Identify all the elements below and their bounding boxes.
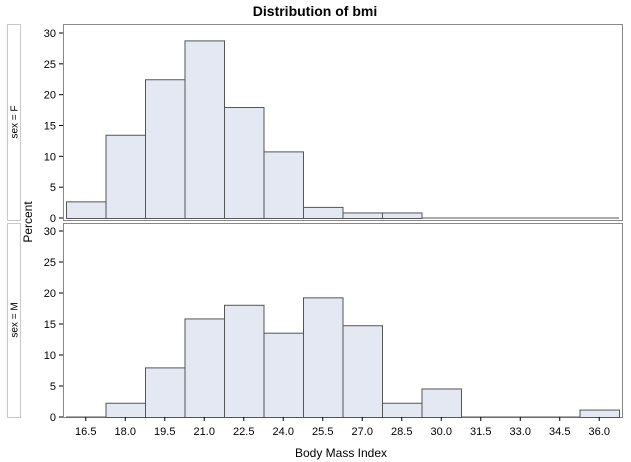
panel-strip: [7, 24, 21, 221]
y-tick-label: 5: [50, 182, 56, 194]
histogram-bar: [382, 402, 423, 418]
y-tick-label: 0: [50, 213, 56, 225]
histogram-bar: [382, 212, 423, 219]
x-tick-label: 28.5: [391, 426, 412, 438]
y-tick-label: 10: [44, 350, 56, 362]
x-tick-label: 16.5: [75, 426, 96, 438]
y-tick-label: 15: [44, 121, 56, 133]
x-tick-label: 34.5: [549, 426, 570, 438]
y-tick-label: 20: [44, 90, 56, 102]
histogram-bar: [145, 367, 186, 418]
histogram-bar: [224, 304, 265, 418]
panel-strip: [7, 223, 21, 418]
x-tick-label: 22.5: [233, 426, 254, 438]
histogram-bar: [421, 388, 462, 419]
panel-strip-label: sex = M: [10, 302, 21, 337]
histogram-bar: [184, 318, 225, 419]
x-tick-label: 21.0: [194, 426, 215, 438]
plot-layer: sex = F 0 5 10 15 20 25 30 sex = M 0 5 10 15 20 25 30 16…: [7, 24, 623, 438]
histogram-bar: [105, 402, 146, 418]
y-tick-label: 25: [44, 59, 56, 71]
x-tick-label: 19.5: [154, 426, 175, 438]
x-tick-label: 33.0: [510, 426, 531, 438]
x-tick-label: 27.0: [352, 426, 373, 438]
histogram-bar: [342, 212, 383, 219]
y-tick-label: 15: [44, 319, 56, 331]
histogram-bar: [303, 297, 344, 418]
histogram-bar: [145, 79, 186, 219]
histogram-bar: [66, 201, 107, 220]
histogram-bar: [184, 40, 225, 220]
x-tick-label: 18.0: [115, 426, 136, 438]
panel-strip-label: sex = F: [10, 105, 21, 138]
x-tick-label: 30.0: [431, 426, 452, 438]
x-tick-label: 31.5: [470, 426, 491, 438]
histogram-bar: [342, 325, 383, 418]
histogram-bar: [105, 134, 146, 219]
y-tick-label: 25: [44, 257, 56, 269]
y-tick-label: 10: [44, 151, 56, 163]
x-tick-label: 36.0: [589, 426, 610, 438]
y-tick-label: 5: [50, 381, 56, 393]
y-tick-label: 30: [44, 226, 56, 238]
x-tick-label: 24.0: [273, 426, 294, 438]
histogram-bar: [263, 332, 304, 418]
x-tick-label: 25.5: [312, 426, 333, 438]
chart-title: Distribution of bmi: [253, 3, 377, 19]
y-tick-label: 20: [44, 288, 56, 300]
histogram-bar: [303, 206, 344, 219]
y-tick-label: 0: [50, 412, 56, 424]
x-axis-label: Body Mass Index: [295, 446, 387, 460]
histogram-bar: [224, 107, 265, 219]
y-tick-label: 30: [44, 28, 56, 40]
panel-frame: [63, 24, 623, 221]
y-axis-label: Percent: [21, 201, 35, 243]
histogram-bar: [263, 151, 304, 219]
histogram-bar: [579, 409, 620, 418]
